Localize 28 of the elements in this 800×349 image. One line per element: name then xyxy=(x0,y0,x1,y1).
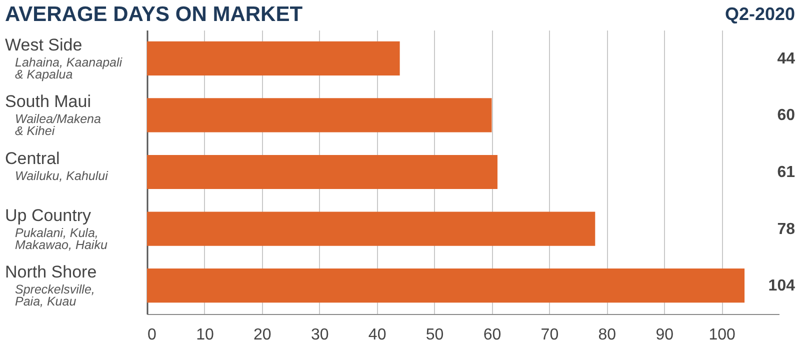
bar xyxy=(147,154,498,190)
category-label: North Shore Spreckelsville, Paia, Kuau xyxy=(5,262,97,309)
x-tick-label: 60 xyxy=(483,326,502,344)
x-tick-label: 0 xyxy=(148,326,156,344)
bar xyxy=(147,268,745,303)
category-label: West Side Lahaina, Kaanapali & Kapalua xyxy=(5,35,122,82)
category-label: South Maui Wailea/Makena & Kihei xyxy=(5,92,101,138)
x-tick-label: 80 xyxy=(598,326,616,344)
x-tick-label: 100 xyxy=(708,326,736,344)
x-tick-label: 90 xyxy=(656,326,674,344)
category-label: Central Wailuku, Kahului xyxy=(5,149,108,183)
bar xyxy=(147,41,400,76)
x-tick-label: 10 xyxy=(196,326,214,344)
x-tick-label: 70 xyxy=(540,326,559,344)
data-label: 60 xyxy=(777,107,796,124)
data-label: 61 xyxy=(777,164,796,181)
data-label: 104 xyxy=(768,278,796,295)
data-label: 78 xyxy=(777,220,796,238)
x-tick-label: 30 xyxy=(310,326,329,344)
x-tick-label: 50 xyxy=(426,326,444,344)
bar xyxy=(147,212,596,246)
chart-title: AVERAGE DAYS ON MARKET xyxy=(5,3,303,26)
category-label: Up Country Pukalani, Kula, Makawao, Haiku xyxy=(5,206,108,252)
chart-subtitle: Q2-2020 xyxy=(724,4,795,24)
x-tick-label: 40 xyxy=(368,326,386,344)
bar xyxy=(147,98,492,132)
x-tick-label: 20 xyxy=(254,326,272,344)
data-label: 44 xyxy=(777,50,796,68)
